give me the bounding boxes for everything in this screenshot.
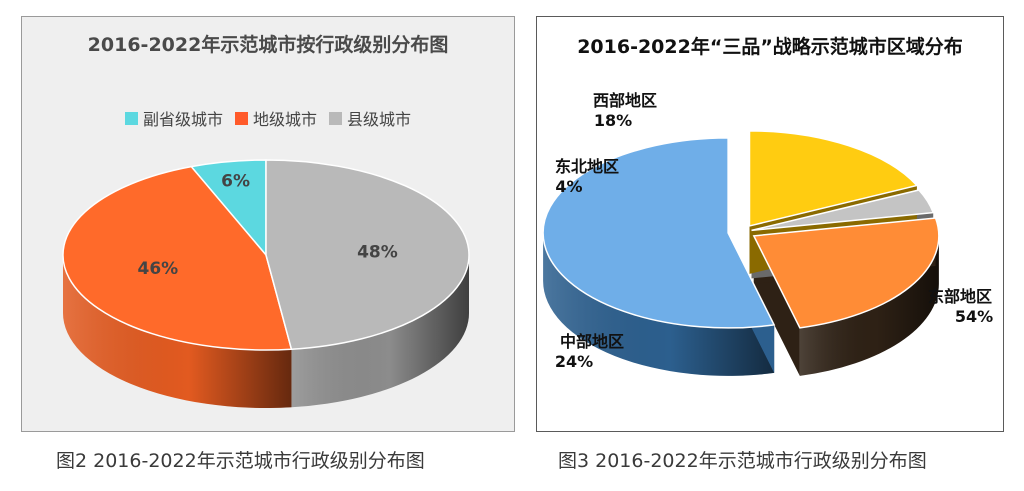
pie-slice: [265, 159, 470, 351]
chart-panel-region: 2016-2022年“三品”战略示范城市区域分布 东部地区 54% 中部地区 24% 东…: [536, 16, 1004, 432]
data-label: 46%: [138, 259, 179, 279]
pie-slice: [751, 189, 935, 232]
pie-slice-side-shade: [63, 255, 292, 408]
category-label: 东部地区: [928, 287, 992, 306]
pie-slice-side-shade: [543, 232, 775, 376]
legend-label: 县级城市: [347, 110, 412, 129]
pie-slice: [62, 165, 293, 351]
legend-item-sub-provincial: 副省级城市: [124, 106, 223, 130]
legend-label: 地级城市: [252, 110, 317, 129]
chart-legend: 副省级城市 地级城市 县级城市: [22, 106, 514, 130]
pie-slice-side-shade: [799, 235, 939, 376]
chart-title: 2016-2022年“三品”战略示范城市区域分布: [577, 36, 963, 58]
pie-slice: [542, 137, 776, 329]
category-label: 东北地区: [555, 157, 619, 176]
legend-swatch: [329, 111, 342, 125]
legend-label: 副省级城市: [142, 110, 223, 129]
data-label: 24%: [555, 352, 593, 371]
data-label: 18%: [594, 111, 632, 130]
data-label: 48%: [357, 243, 398, 263]
pie-slice: [748, 130, 919, 227]
legend-item-county: 县级城市: [329, 106, 411, 130]
legend-swatch: [124, 111, 138, 125]
chart-title: 2016-2022年示范城市按行政级别分布图: [87, 34, 449, 56]
pie-chart-admin-level: 6% 46% 48%: [62, 159, 470, 408]
pie-slice-side-shade: [291, 255, 469, 408]
data-label: 6%: [221, 171, 250, 191]
figure-caption-2: 图2 2016-2022年示范城市行政级别分布图: [56, 450, 425, 472]
data-label: 4%: [555, 177, 582, 196]
legend-swatch: [234, 111, 248, 125]
legend-item-prefecture: 地级城市: [234, 106, 317, 130]
category-label: 中部地区: [560, 332, 624, 351]
data-label: 54%: [955, 307, 993, 326]
figure-caption-3: 图3 2016-2022年示范城市行政级别分布图: [558, 450, 927, 472]
category-label: 西部地区: [593, 91, 657, 110]
pie-slice: [752, 217, 940, 329]
chart-panel-admin-level: 2016-2022年示范城市按行政级别分布图 副省级城市 地级城市 县级城市 6…: [21, 16, 515, 432]
